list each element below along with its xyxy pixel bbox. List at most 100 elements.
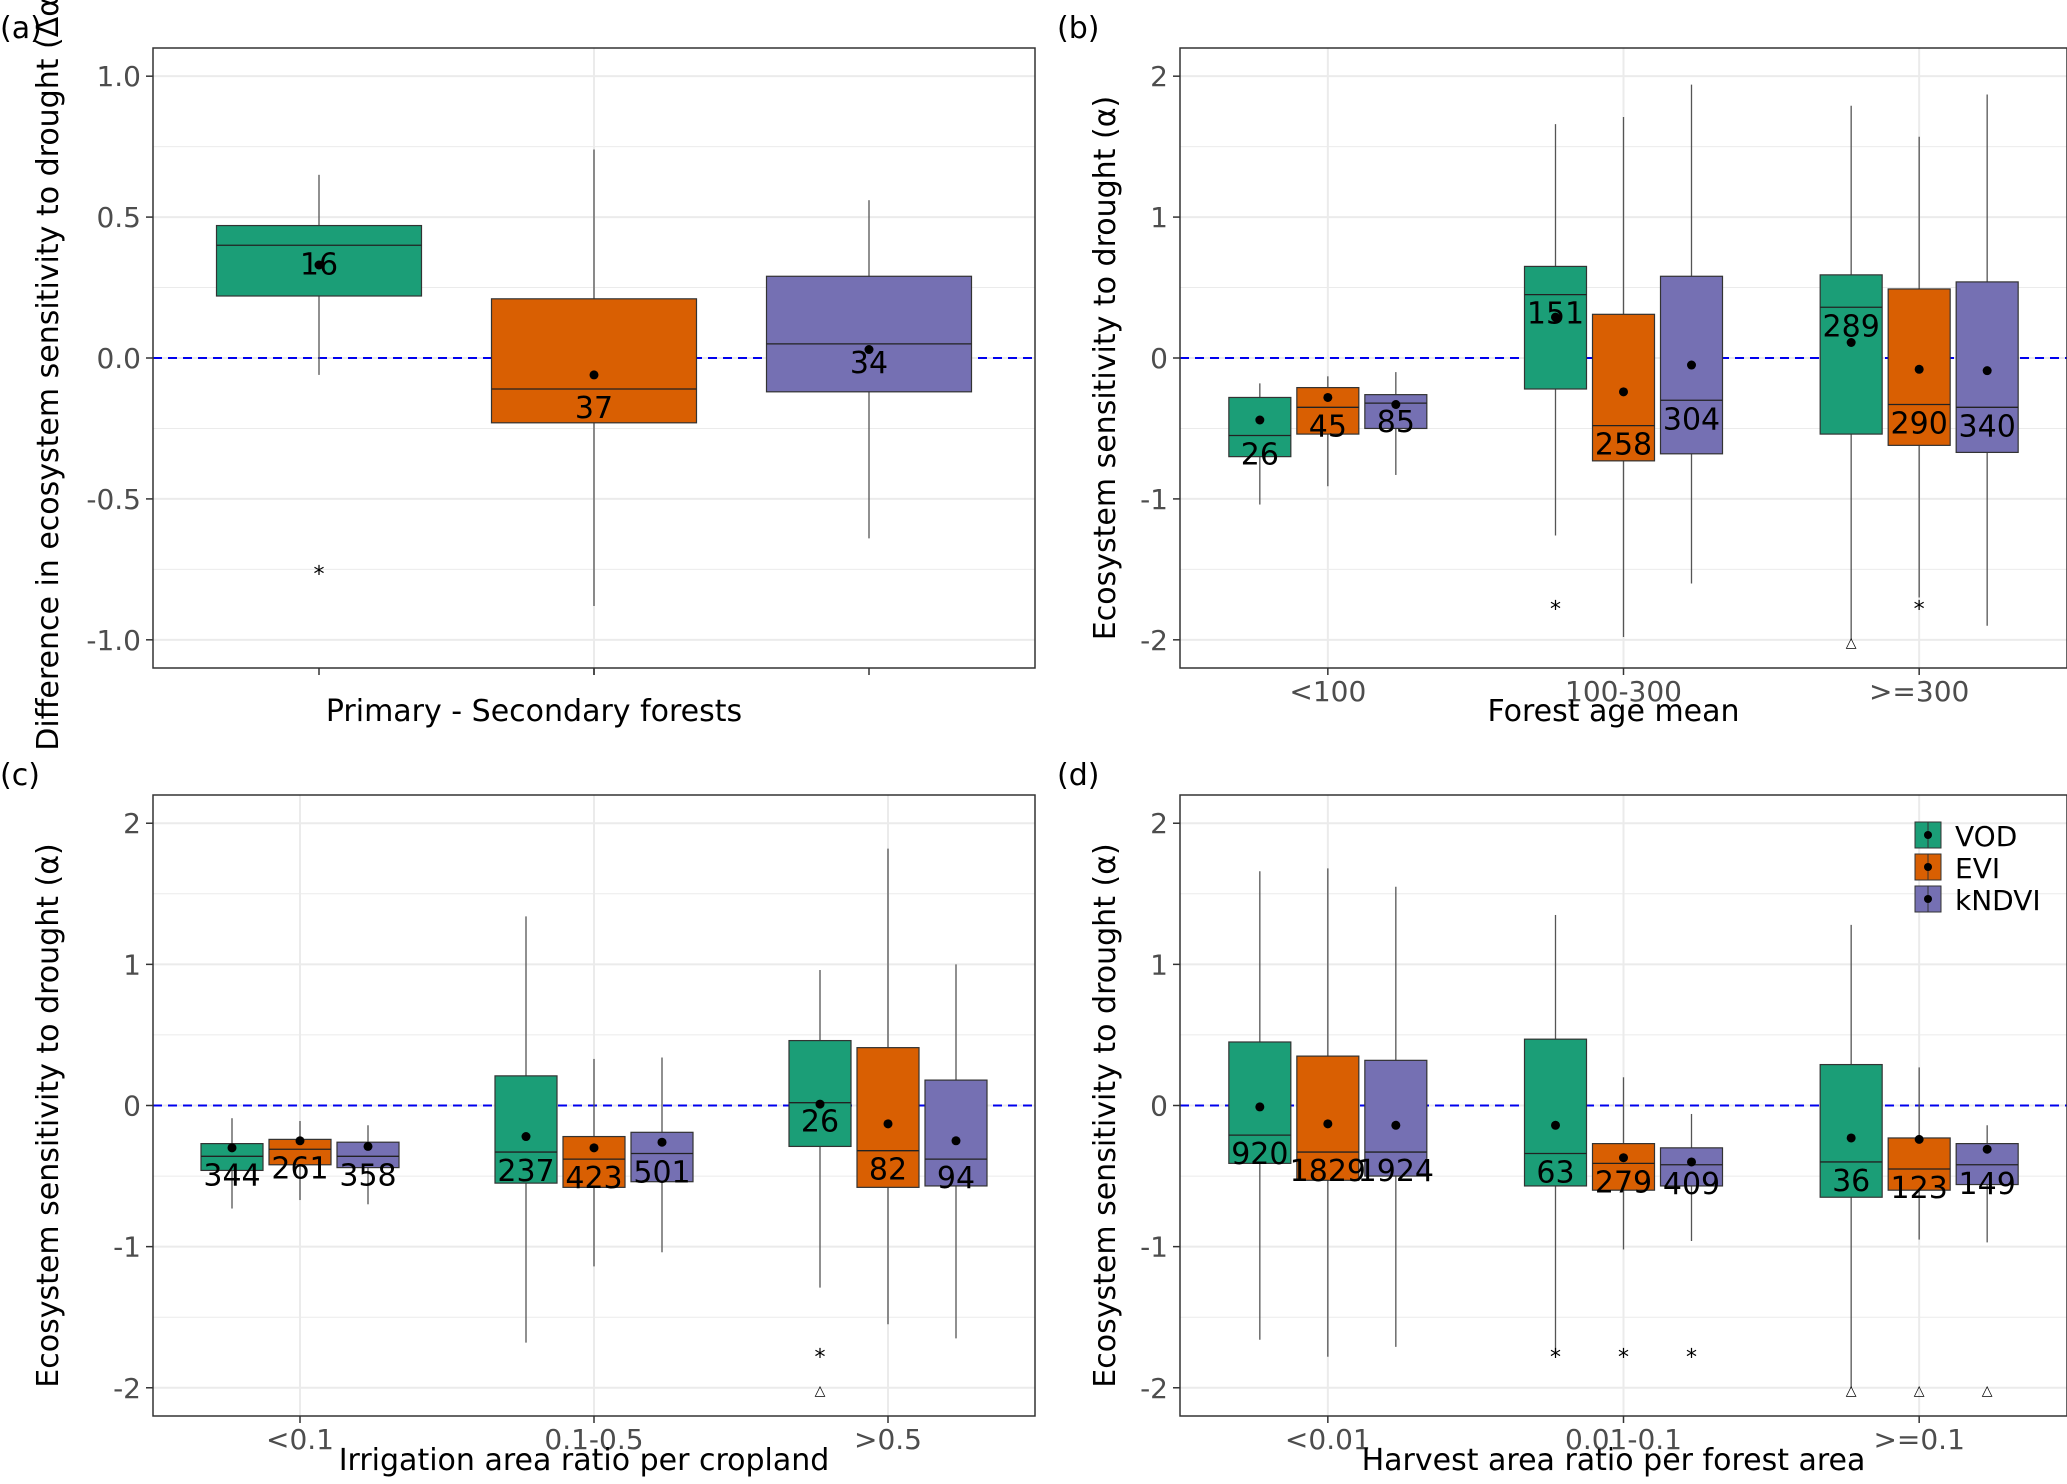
box-kndvi: 340: [1955, 94, 2019, 626]
outlier-marker: △: [1846, 1383, 1857, 1399]
legend-label: EVI: [1955, 852, 2000, 885]
sample-count-label: 82: [869, 1153, 907, 1188]
mean-point: [951, 1136, 961, 1146]
sample-count-label: 304: [1663, 402, 1720, 437]
box-vod: 237: [494, 916, 558, 1343]
sample-count-label: 358: [339, 1158, 396, 1193]
mean-point: [1982, 1144, 1992, 1154]
sample-count-label: 123: [1891, 1171, 1948, 1206]
mean-point: [1255, 1102, 1265, 1112]
y-tick-label: -0.5: [86, 483, 141, 516]
outlier-marker: △: [1982, 1383, 1993, 1399]
x-tick-label: 100-300: [1565, 675, 1682, 708]
legend-item-kndvi: kNDVI: [1914, 884, 2041, 917]
box-iqr: [788, 1039, 852, 1148]
panel-label: (c): [0, 758, 40, 793]
x-tick-label: >=0.1: [1873, 1423, 1964, 1456]
box-vod: 36 △: [1819, 924, 1883, 1399]
mean-point: [883, 1119, 893, 1129]
sample-count-label: 258: [1595, 428, 1652, 463]
box-iqr: [1364, 394, 1428, 430]
mean-point: [1323, 1119, 1333, 1129]
sample-count-label: 920: [1231, 1137, 1288, 1172]
mean-point: [1846, 338, 1856, 347]
box-vod: 344: [200, 1118, 264, 1209]
box-evi: 290 *: [1887, 136, 1951, 623]
box-evi: 82: [856, 848, 920, 1325]
panel-c: 344 261 358 237 423 501 26 * △ 82 94 2 1 0 -1 -2 <0.1 0.1…: [0, 758, 1036, 1478]
box-iqr: [924, 1079, 988, 1187]
sample-count-label: 1924: [1358, 1154, 1434, 1189]
y-tick-label: -1.0: [86, 624, 141, 657]
x-tick-label: <0.1: [266, 1423, 334, 1456]
panel-label: (d): [1057, 758, 1099, 793]
y-tick-label: 1: [1150, 948, 1168, 981]
mean-point: [589, 1143, 599, 1153]
sample-count-label: 149: [1959, 1167, 2016, 1202]
mean-point: [1255, 415, 1265, 425]
box-iqr: [1819, 1063, 1883, 1198]
mean-point: [589, 370, 599, 380]
mean-point: [1619, 387, 1628, 397]
legend-swatch-mean: [1924, 895, 1932, 903]
box-kndvi: 409 *: [1659, 1113, 1724, 1370]
box-iqr: [1523, 1038, 1588, 1187]
y-tick-label: 0: [1150, 342, 1168, 375]
mean-point: [1551, 312, 1560, 322]
box-evi: 37: [490, 149, 698, 606]
box-kndvi: 358: [336, 1125, 400, 1205]
box-kndvi: 85: [1364, 372, 1428, 475]
panel-a: 16 * 37 34 1.0 0.5 0.0 -0.5 -1.0 Primary - Second…: [0, 0, 1036, 751]
mean-point: [314, 260, 324, 270]
box-vod: 26: [1228, 383, 1292, 505]
box-vod: 63 *: [1523, 914, 1588, 1370]
legend-item-vod: VOD: [1914, 820, 2017, 853]
box-iqr: [1364, 1059, 1428, 1177]
box-evi: 123 △: [1887, 1067, 1951, 1399]
mean-point: [1914, 1134, 1924, 1144]
y-axis-title: Ecosystem sensitivity to drought (α): [1088, 843, 1123, 1387]
box-evi: 45: [1296, 376, 1360, 487]
box-vod: 151 *: [1523, 124, 1588, 623]
sample-count-label: 94: [937, 1161, 975, 1196]
y-axis-title: Ecosystem sensitivity to drought (α): [31, 843, 66, 1387]
sample-count-label: 34: [850, 346, 888, 381]
box-iqr: [1819, 274, 1883, 435]
x-tick-label: >=300: [1869, 675, 1969, 708]
mean-point: [657, 1137, 667, 1147]
sample-count-label: 85: [1377, 405, 1415, 440]
mean-point: [1982, 366, 1992, 376]
y-tick-label: 2: [1150, 60, 1168, 93]
outlier-marker: *: [815, 1345, 826, 1370]
sample-count-label: 16: [300, 247, 338, 282]
mean-point: [815, 1099, 825, 1109]
legend-label: kNDVI: [1955, 884, 2041, 917]
y-tick-label: -2: [1140, 624, 1168, 657]
legend-swatch-mean: [1924, 831, 1932, 839]
x-tick-label: >0.5: [854, 1423, 922, 1456]
sample-count-label: 26: [801, 1105, 839, 1140]
mean-point: [227, 1143, 237, 1153]
box-iqr: [1887, 1137, 1951, 1191]
box-kndvi: 304: [1659, 84, 1724, 584]
box-iqr: [1228, 396, 1292, 458]
outlier-marker: *: [1550, 1345, 1561, 1370]
y-tick-label: -2: [1140, 1372, 1168, 1405]
box-iqr: [1296, 1055, 1360, 1181]
sample-count-label: 1829: [1290, 1154, 1366, 1189]
x-axis-title: Harvest area ratio per forest area: [1362, 1443, 1866, 1478]
y-axis-title: Difference in ecosystem sensitivity to d…: [31, 0, 66, 751]
y-tick-label: 1: [123, 948, 141, 981]
outlier-marker: *: [314, 562, 325, 587]
panel-b: 26 45 85 151 * 258 304 289 △ 290 * 340 2 1 0 -1 -2 <100 10…: [1057, 11, 2067, 729]
box-iqr: [1659, 1147, 1724, 1187]
mean-point: [1687, 360, 1696, 370]
sample-count-label: 151: [1527, 297, 1584, 332]
sample-count-label: 26: [1241, 438, 1279, 473]
outlier-marker: △: [1846, 635, 1857, 651]
box-kndvi: 149 △: [1955, 1125, 2019, 1399]
y-tick-label: 2: [1150, 807, 1168, 840]
sample-count-label: 261: [271, 1151, 328, 1186]
